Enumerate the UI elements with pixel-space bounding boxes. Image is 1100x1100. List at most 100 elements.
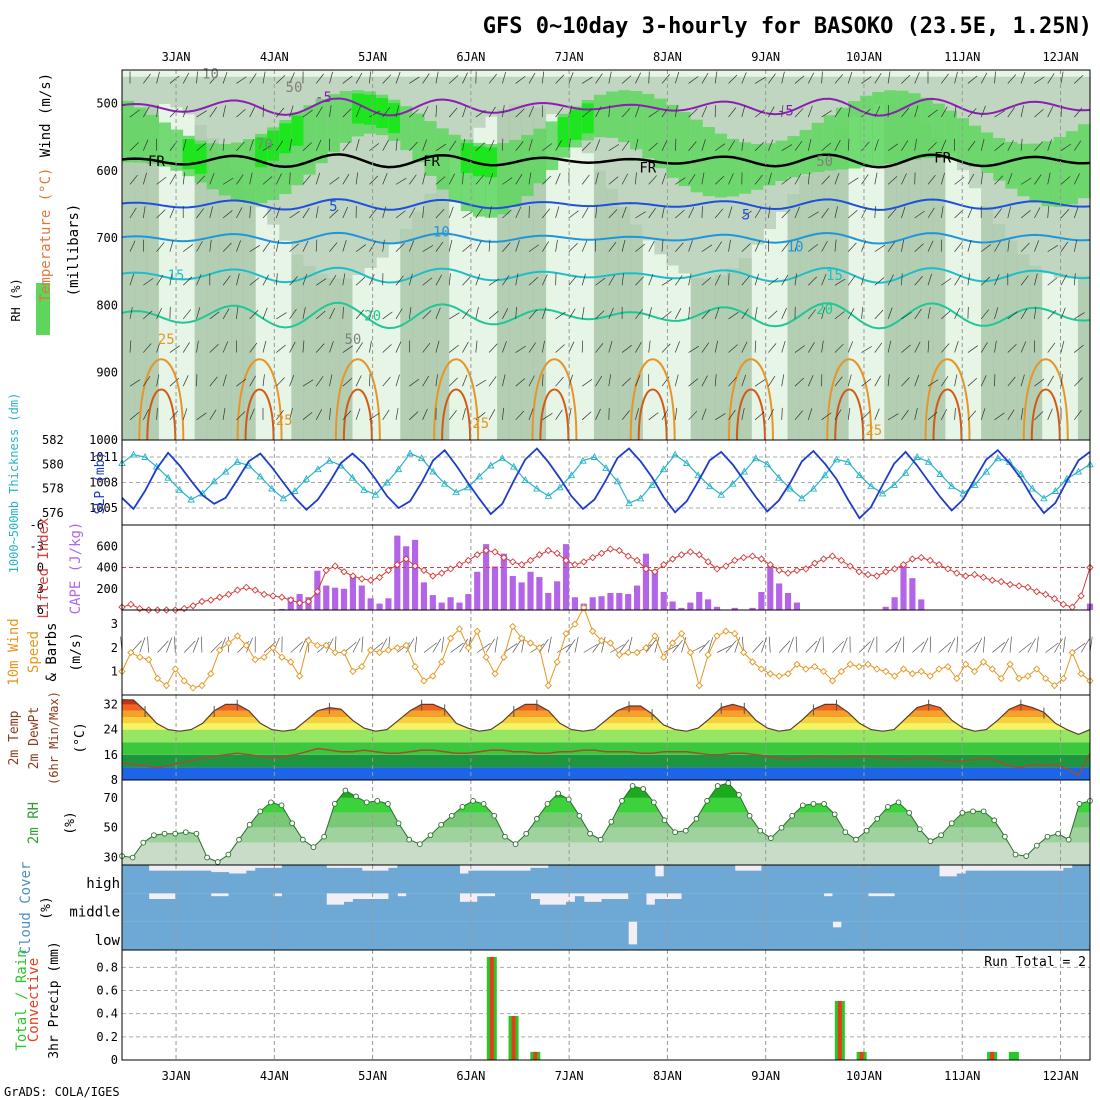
upper-wind-barb (475, 142, 485, 151)
rh-band-low-57 (811, 158, 825, 440)
thickness-point-16 (302, 474, 311, 482)
upper-wind-barb (262, 307, 268, 320)
upper-wind-barb (874, 172, 878, 185)
cloud-low-84 (867, 921, 878, 950)
wind-axis-label: Wind (m/s) (38, 73, 54, 157)
wind10m-barb-19 (290, 641, 303, 653)
cloud-low-41 (486, 921, 496, 950)
upper-wind-barb (129, 273, 135, 286)
upper-wind-barb (1047, 106, 1054, 118)
lifted-index-point-46 (526, 556, 535, 565)
pressure-tick-1000: 1000 (89, 433, 118, 447)
lifted-index-point-75 (784, 569, 792, 577)
cloud-high-73 (770, 865, 780, 894)
rh2m-point-86 (1033, 842, 1040, 849)
cloud-high-29 (379, 870, 389, 894)
wind10m-barb-38 (459, 638, 469, 653)
cloud-low-100 (1010, 921, 1020, 950)
rh2m-point-49 (640, 786, 647, 792)
upper-wind-barb (222, 308, 230, 320)
contour-label-14: 25 (158, 332, 175, 348)
upper-wind-barb (156, 374, 160, 387)
upper-wind-barb (1060, 241, 1069, 252)
rh2m-point-14 (268, 799, 274, 806)
isotherm-25-lobe (334, 358, 381, 441)
cloud-high-81 (841, 865, 851, 894)
wind10m-point-102 (1024, 672, 1032, 680)
upper-wind-barb (196, 175, 206, 185)
wind10m-barb-65 (698, 640, 710, 653)
wind10m-point-66 (704, 651, 712, 659)
cloud-middle-36 (441, 893, 452, 922)
upper-wind-barb (515, 108, 525, 118)
bottom-day-label-7JAN: 7JAN (555, 1069, 584, 1083)
thickness-point-53 (729, 479, 737, 487)
upper-wind-barb (448, 273, 451, 286)
wind10m-point-83 (855, 663, 863, 671)
thickness-point-63 (844, 457, 852, 465)
wind10m-barb-59 (645, 639, 657, 653)
wind10m-barb-63 (681, 637, 687, 653)
rh2m-point-36 (502, 833, 508, 840)
upper-wind-barb (568, 407, 572, 420)
rh-band-low-2 (146, 104, 159, 441)
upper-wind-barb (661, 172, 667, 185)
wind10m-point-108 (1077, 670, 1085, 678)
rh-band-green-57 (811, 122, 825, 173)
cloud-middle-80 (832, 893, 842, 922)
upper-wind-barb (515, 174, 523, 185)
upper-wind-barb (621, 140, 630, 151)
upper-wind-barb (714, 208, 724, 219)
wind10m-barb-69 (734, 637, 741, 653)
upper-wind-barb (781, 241, 790, 252)
upper-wind-barb (355, 408, 361, 420)
upper-wind-barb (768, 343, 777, 353)
wind10m-barb-60 (654, 636, 660, 653)
cape-bar-72 (758, 591, 765, 610)
upper-wind-barb (1060, 340, 1065, 353)
upper-wind-barb (621, 107, 631, 118)
cape-bar-32 (403, 546, 410, 610)
cloud-middle-97 (983, 893, 993, 922)
upper-wind-barb (435, 208, 445, 219)
rh-band-green-39 (593, 94, 607, 138)
lifted-index-point-53 (589, 553, 597, 562)
wind10m-point-76 (793, 660, 801, 668)
upper-wind-barb (249, 310, 259, 320)
upper-wind-barb (994, 274, 1000, 286)
upper-wind-barb (382, 376, 391, 387)
cloud-high-96 (974, 870, 984, 894)
cloud-middle-82 (850, 893, 860, 922)
lifted-index-point-30 (384, 566, 393, 574)
cloud-low-1 (130, 921, 141, 950)
cloud-middle-10 (210, 896, 221, 922)
upper-wind-barb (954, 242, 963, 252)
rh-band-bright-22 (388, 103, 401, 134)
lifted-index-point-97 (979, 573, 988, 582)
rh-band-green-7 (206, 143, 220, 190)
upper-wind-barb (462, 138, 466, 151)
cloud-middle-21 (308, 893, 318, 922)
upper-wind-barb (1060, 274, 1067, 286)
upper-wind-barb (541, 71, 545, 84)
lifted-index-point-67 (713, 565, 721, 573)
thickness-point-48 (671, 450, 679, 458)
lifted-index-point-84 (864, 570, 872, 579)
rh-band-low-16 (315, 273, 329, 440)
cloud-middle-51 (574, 896, 585, 922)
wind10m-point-54 (597, 637, 606, 645)
cloud-high-41 (486, 870, 496, 894)
rh-band-low-79 (1077, 275, 1091, 440)
cape-bar-65 (696, 591, 703, 610)
wind10m-barb-68 (725, 640, 737, 653)
rh2m-band-2 (122, 812, 1090, 828)
rh-band-mid-3 (158, 76, 171, 104)
cloud-middle-3 (148, 899, 159, 922)
rh-band-mid-36 (557, 76, 571, 125)
rh2m-point-66 (821, 801, 827, 807)
upper-wind-barb (448, 140, 457, 151)
rh2m-units-label: (%) (63, 811, 78, 834)
upper-wind-barb (1047, 172, 1051, 185)
upper-wind-barb (635, 211, 646, 219)
cloud-middle-59 (645, 904, 656, 922)
